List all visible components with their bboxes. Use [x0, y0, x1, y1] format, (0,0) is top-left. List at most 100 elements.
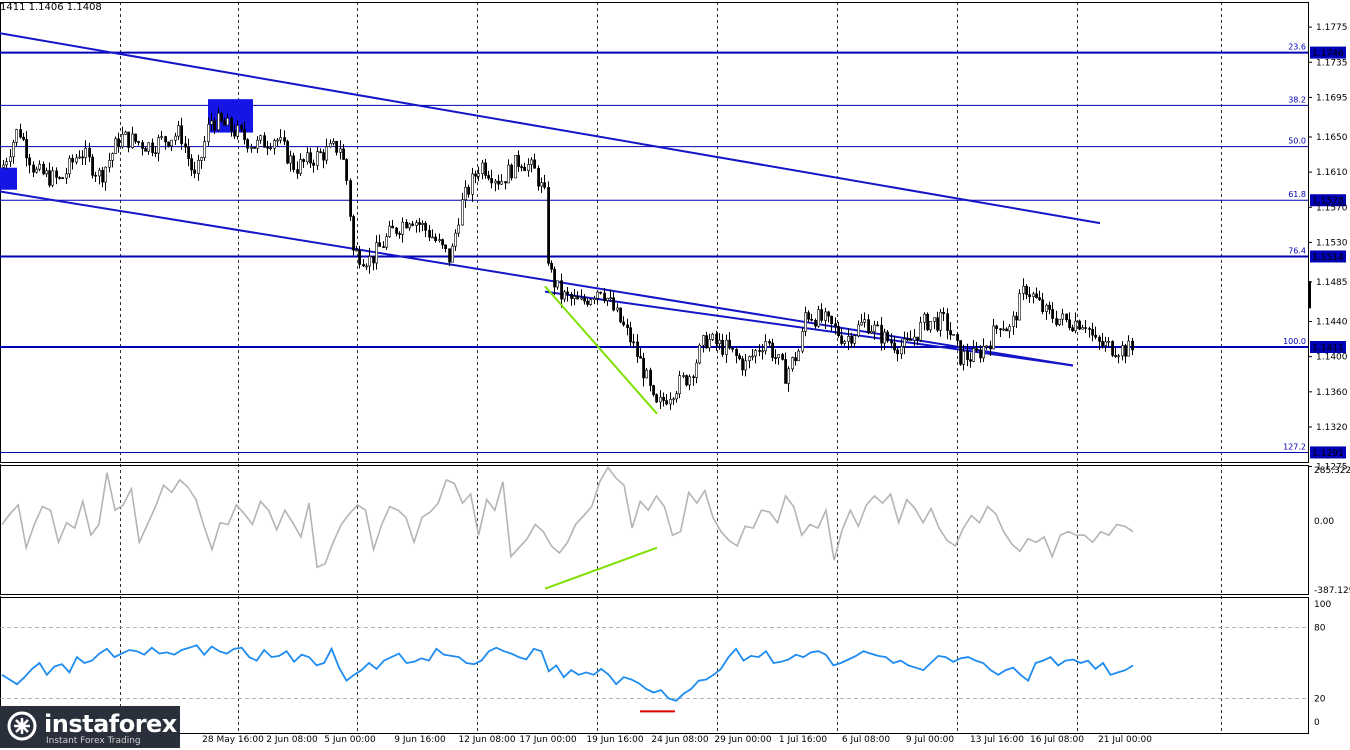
price-candle-body [207, 124, 211, 143]
price-candle-body [104, 166, 108, 183]
price-candle-body [1015, 315, 1019, 321]
price-candle-body [289, 155, 293, 164]
current-price-marker [1308, 281, 1311, 309]
price-candle-body [42, 163, 46, 175]
price-candle-body [273, 140, 277, 149]
price-candle-body [527, 164, 531, 171]
price-candle-body [1038, 297, 1042, 301]
price-candle-body [969, 359, 973, 362]
price-candle-body [1074, 320, 1078, 332]
price-candle-body [342, 148, 346, 160]
price-candle-body [946, 313, 950, 331]
fibo-level-label: 76.4 [1288, 246, 1306, 255]
price-candle-body [78, 156, 82, 159]
price-candle-body [642, 358, 646, 379]
price-candle-body [421, 223, 425, 225]
price-candle-body [372, 256, 376, 264]
price-candle-body [114, 138, 118, 154]
price-candle-body [718, 339, 722, 344]
price-candle-body [170, 139, 174, 147]
price-candle-body [622, 321, 626, 326]
price-candle-body [801, 331, 805, 352]
price-candle-body [550, 263, 554, 270]
price-candle-body [909, 338, 913, 341]
price-candle-body [1131, 340, 1135, 351]
price-candle-body [1094, 334, 1098, 338]
price-candle-body [652, 385, 656, 395]
time-axis-label: 9 Jun 16:00 [394, 735, 446, 745]
price-axis-label: 1.1735 [1316, 58, 1348, 68]
price-axis-label: 1.1400 [1316, 353, 1348, 363]
price-candle-body [764, 341, 768, 352]
time-axis-label: 19 Jun 16:00 [586, 735, 643, 745]
price-candle-body [131, 133, 135, 148]
price-tag-label: 1.1578 [1312, 197, 1344, 207]
price-candle-body [989, 345, 993, 350]
price-candle-body [517, 155, 521, 167]
price-candle-body [55, 170, 59, 178]
price-candle-body [843, 341, 847, 344]
price-candle-body [992, 325, 996, 350]
price-candle-body [500, 181, 504, 185]
price-candle-body [639, 356, 643, 359]
price-axis-label: 1.1610 [1316, 168, 1348, 178]
price-candle-body [345, 159, 349, 181]
price-candle-body [787, 368, 791, 384]
price-candle-body [949, 330, 953, 336]
price-divergence-line [544, 285, 658, 415]
time-axis-label: 16 Jul 08:00 [1030, 735, 1084, 745]
price-candle-body [32, 164, 36, 173]
price-candle-body [45, 170, 49, 175]
price-candle-body [619, 307, 623, 323]
price-candle-body [520, 166, 524, 168]
price-candle-body [649, 369, 653, 386]
price-candle-body [292, 155, 296, 170]
price-candle-body [1127, 340, 1131, 357]
price-candle-body [444, 244, 448, 250]
price-candle-body [411, 223, 415, 226]
price-candle-body [438, 239, 442, 241]
price-candle-body [576, 296, 580, 300]
time-axis-label: 9 Jul 00:00 [906, 735, 955, 745]
price-candle-body [1071, 327, 1075, 332]
price-candle-body [705, 335, 709, 349]
price-candle-body [1055, 318, 1059, 325]
price-candle-body [830, 315, 834, 324]
price-candle-body [537, 167, 541, 187]
price-candle-body [553, 268, 557, 288]
price-candle-body [632, 341, 636, 344]
price-candle-body [675, 393, 679, 400]
price-candle-body [1084, 327, 1088, 329]
price-candle-body [1101, 341, 1105, 346]
cci-divergence-line [544, 546, 658, 590]
price-candle-body [134, 133, 138, 142]
price-candle-body [246, 139, 250, 149]
price-candle-body [708, 339, 712, 349]
price-candle-body [236, 125, 240, 137]
price-candle-body [22, 136, 26, 140]
price-tag-label: 1.1411 [1312, 344, 1344, 354]
price-candle-body [748, 356, 752, 362]
price-candle-body [929, 321, 933, 331]
price-tag-box [1310, 341, 1346, 353]
price-tag-label: 1.1291 [1312, 449, 1344, 459]
price-candle-body [741, 358, 745, 371]
price-candle-body [873, 324, 877, 332]
highlight-box [0, 167, 17, 190]
price-candle-body [1121, 345, 1125, 357]
price-candle-body [827, 311, 831, 317]
price-candle-body [797, 350, 801, 362]
price-candle-body [358, 249, 362, 265]
price-candle-body [860, 321, 864, 326]
price-candle-body [250, 147, 254, 149]
price-candle-body [223, 120, 227, 126]
price-candle-body [457, 224, 461, 234]
price-candle-body [174, 135, 178, 141]
price-candle-body [781, 354, 785, 360]
price-candle-body [141, 142, 145, 149]
price-candle-body [589, 299, 593, 305]
price-tag-label: 1.1746 [1312, 49, 1344, 59]
price-candle-body [382, 246, 386, 248]
price-candle-body [1008, 326, 1012, 332]
instaforex-logo-icon [7, 711, 37, 741]
